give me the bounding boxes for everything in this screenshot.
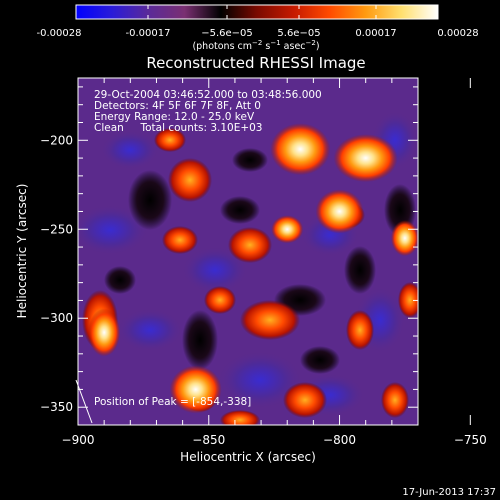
map-texture	[300, 346, 340, 374]
footer-date: 17-Jun-2013 17:37	[402, 487, 496, 498]
map-texture	[381, 382, 409, 418]
colorbar-tick-labels: -0.00028 -0.00017 −5.6e−05 5.6e−05 0.000…	[37, 28, 479, 39]
x-axis-label: Heliocentric X (arcsec)	[180, 450, 316, 464]
map-texture	[344, 246, 376, 294]
annotation-time-range: 29-Oct-2004 03:46:52.000 to 03:48:56.000	[94, 89, 322, 101]
colorbar-tick-label: -0.00017	[126, 28, 171, 39]
bright-source	[88, 308, 121, 357]
map-texture	[220, 196, 260, 224]
map-texture	[154, 128, 186, 152]
x-tick-label: −800	[323, 433, 356, 447]
map-texture	[220, 410, 260, 425]
annotation-energy-range: Energy Range: 12.0 - 25.0 keV	[94, 111, 255, 123]
x-tick-label: −750	[454, 433, 487, 447]
bright-source	[333, 134, 398, 183]
colorbar	[75, 4, 439, 20]
map-texture	[162, 226, 198, 254]
bright-source	[270, 123, 331, 176]
annotation-detectors: Detectors: 4F 5F 6F 7F 8F, Att 0	[94, 100, 261, 112]
heatmap-image	[78, 78, 418, 425]
plot-frame	[77, 77, 419, 426]
map-texture	[216, 350, 304, 410]
bright-source	[169, 365, 222, 414]
y-tick-label: −300	[40, 311, 73, 325]
map-texture	[116, 308, 184, 352]
y-tick-label: −250	[40, 222, 73, 236]
y-axis-ticks: −350 −300 −250 −200	[40, 86, 418, 426]
colorbar-tick-label: −5.6e−05	[201, 28, 253, 39]
colorbar-tick-label: 0.00028	[437, 28, 478, 39]
map-texture	[283, 382, 327, 418]
map-texture	[168, 158, 212, 202]
colorbar-unit: (photons cm−2 s−1 asec−2)	[192, 39, 319, 52]
map-texture	[128, 170, 172, 230]
map-texture	[100, 130, 160, 170]
annotation-clean-counts: Clean Total counts: 3.10E+03	[94, 122, 263, 134]
bright-source	[271, 215, 304, 244]
map-texture	[182, 310, 218, 370]
chart-title: Reconstructed RHESSI Image	[146, 54, 365, 72]
x-axis-ticks: −900 −850 −800 −750	[62, 78, 487, 447]
map-texture	[181, 246, 249, 294]
map-texture	[228, 227, 272, 263]
map-texture	[398, 282, 418, 318]
map-texture	[346, 310, 374, 350]
y-tick-label: −350	[40, 400, 73, 414]
colorbar-tick-label: 5.6e−05	[277, 28, 320, 39]
x-tick-label: −900	[62, 433, 95, 447]
y-tick-label: −200	[40, 133, 73, 147]
map-texture	[240, 300, 300, 340]
map-texture	[104, 266, 136, 294]
colorbar-ticks	[147, 5, 377, 19]
bright-source	[315, 189, 364, 234]
colorbar-tick-label: 0.00017	[355, 28, 396, 39]
peak-position-label: Position of Peak = [-854,-338]	[94, 396, 251, 408]
map-texture	[204, 286, 236, 314]
map-texture	[232, 148, 268, 172]
colorbar-tick-label: -0.00028	[37, 28, 82, 39]
peak-pointer-line	[75, 379, 93, 424]
plot-annotations: 29-Oct-2004 03:46:52.000 to 03:48:56.000…	[94, 89, 322, 408]
x-tick-label: −850	[192, 433, 225, 447]
bright-source	[390, 220, 418, 257]
y-axis-label: Heliocentric Y (arcsec)	[15, 184, 29, 319]
